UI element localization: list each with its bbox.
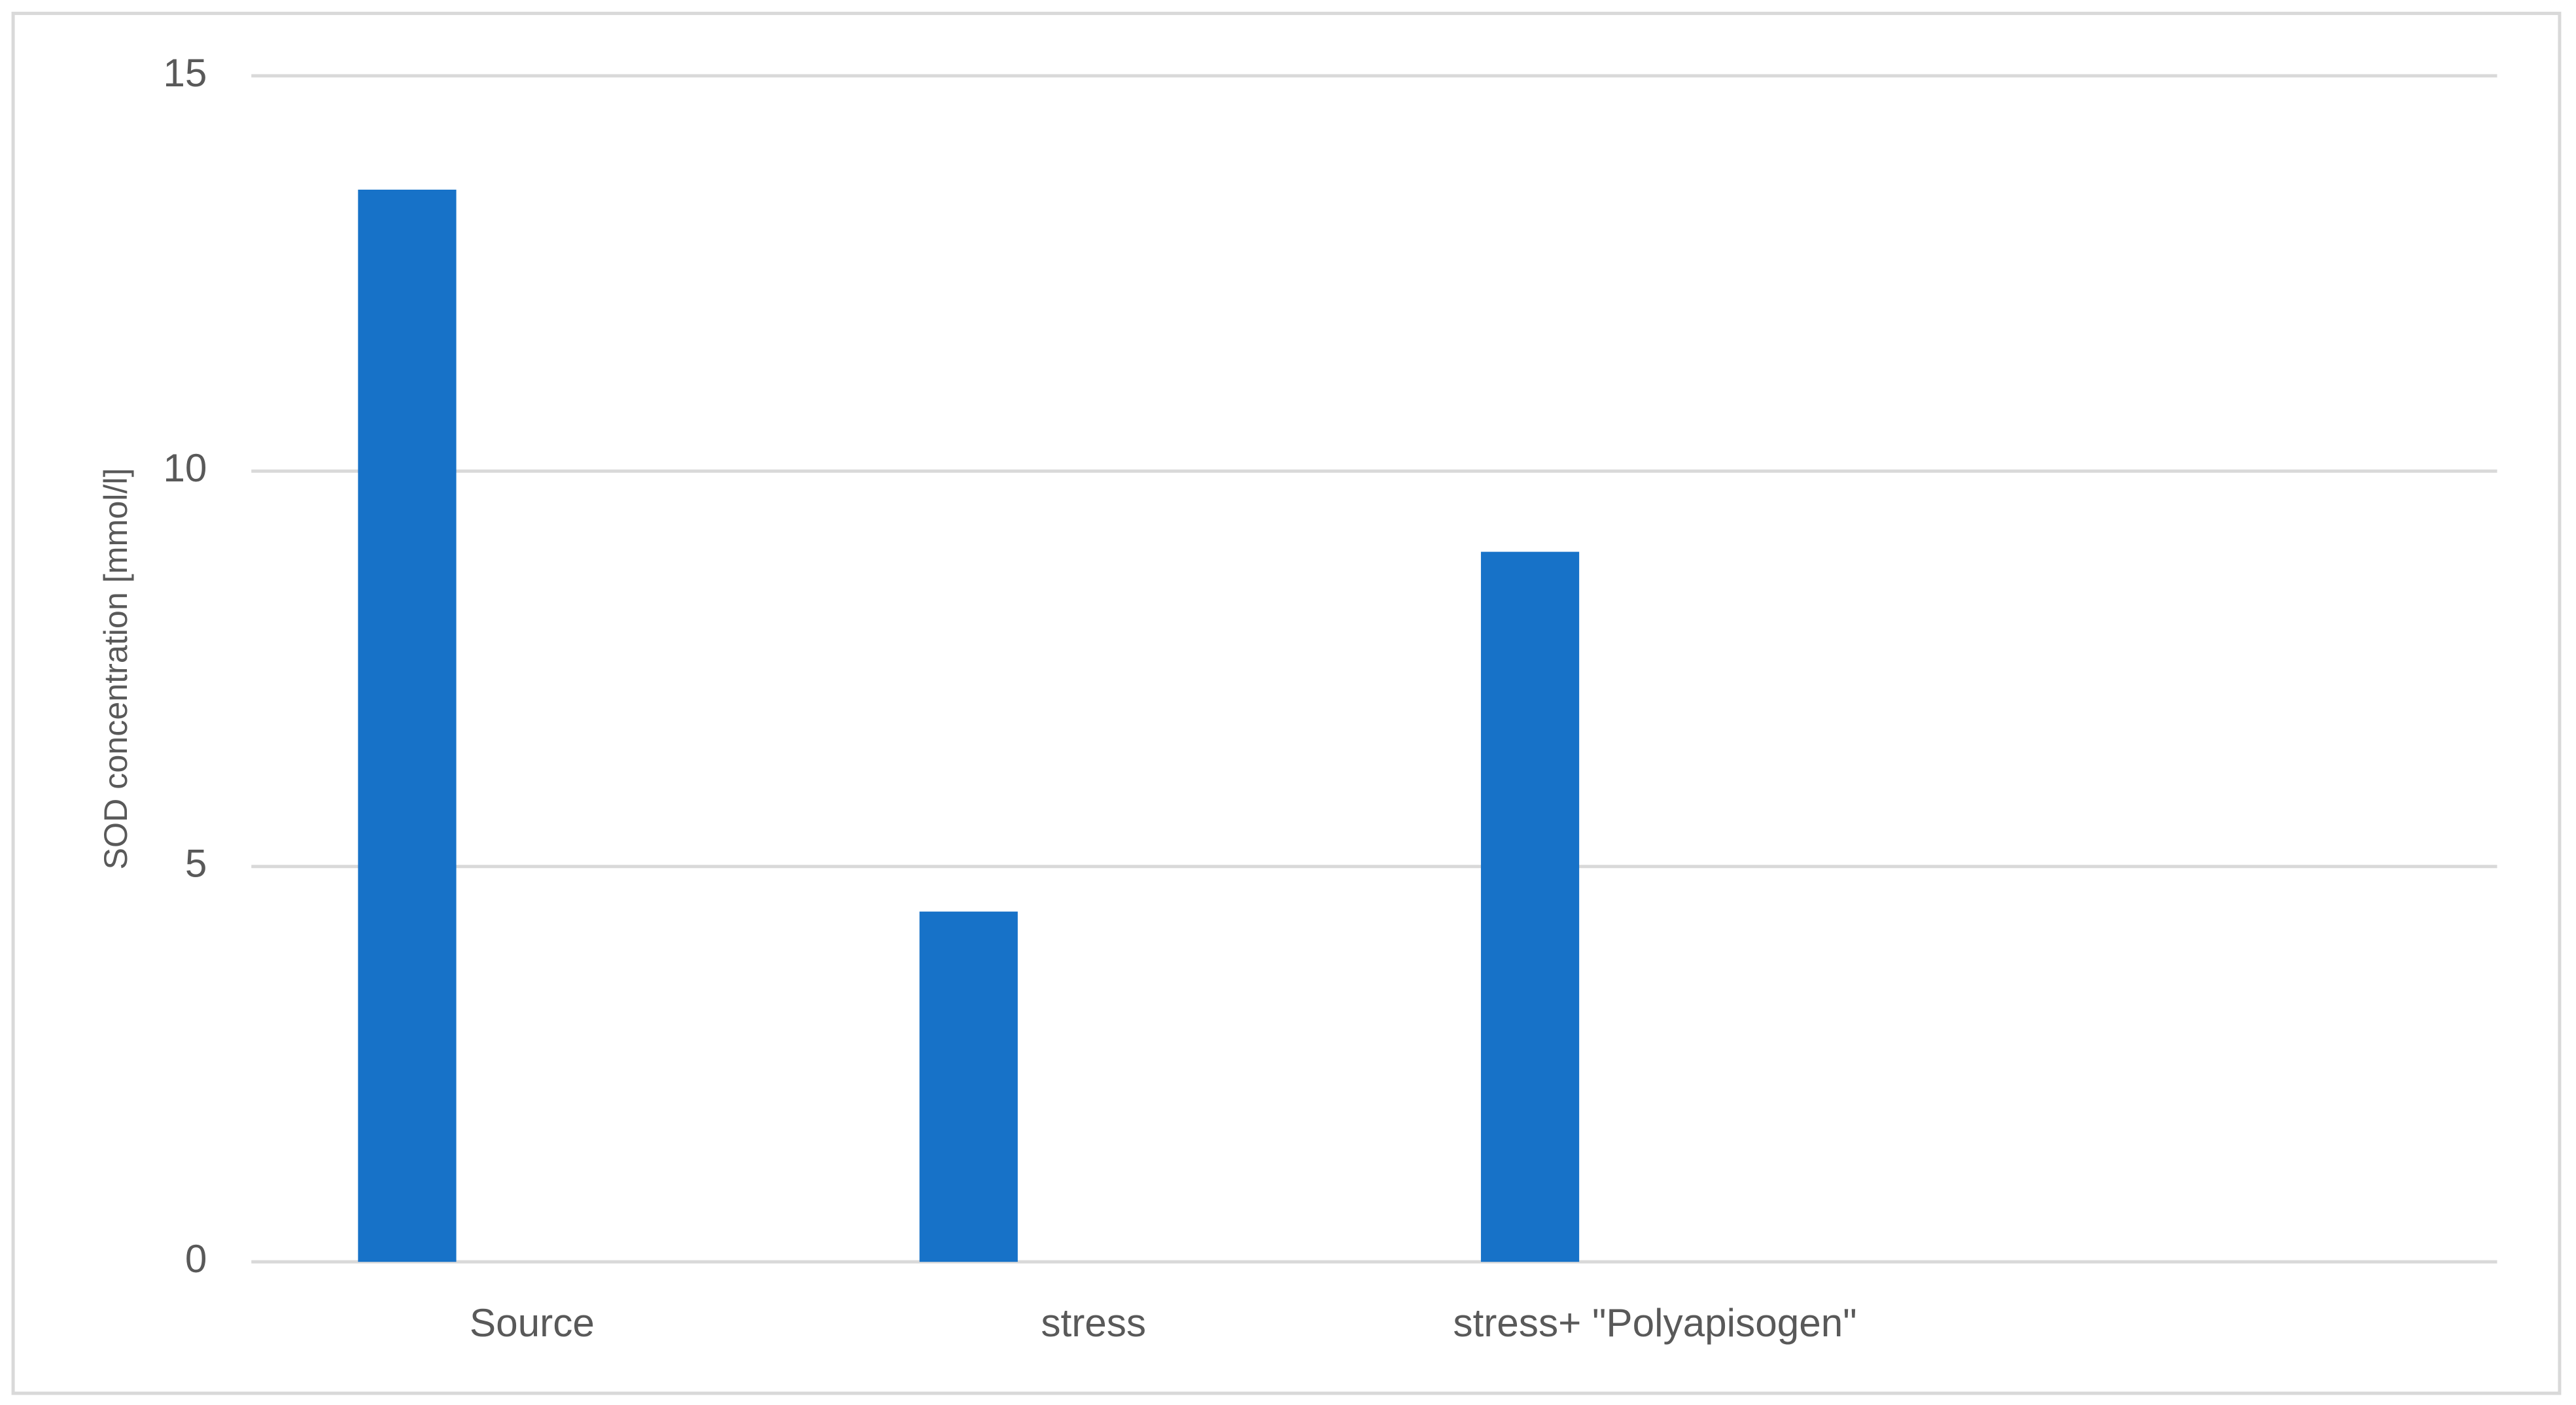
- y-tick-label: 10: [163, 445, 207, 490]
- y-axis-title: SOD concentration [mmol/l]: [97, 468, 134, 870]
- x-tick-label: stress: [1041, 1300, 1146, 1345]
- bar: [919, 911, 1018, 1262]
- y-tick-label: 15: [163, 50, 207, 95]
- x-tick-label: stress+ "Polyapisogen": [1453, 1300, 1856, 1345]
- x-tick-label: Source: [470, 1300, 595, 1345]
- bar: [358, 189, 457, 1262]
- bar: [1480, 551, 1580, 1262]
- y-tick-label: 0: [185, 1236, 207, 1281]
- y-tick-label: 5: [185, 841, 207, 886]
